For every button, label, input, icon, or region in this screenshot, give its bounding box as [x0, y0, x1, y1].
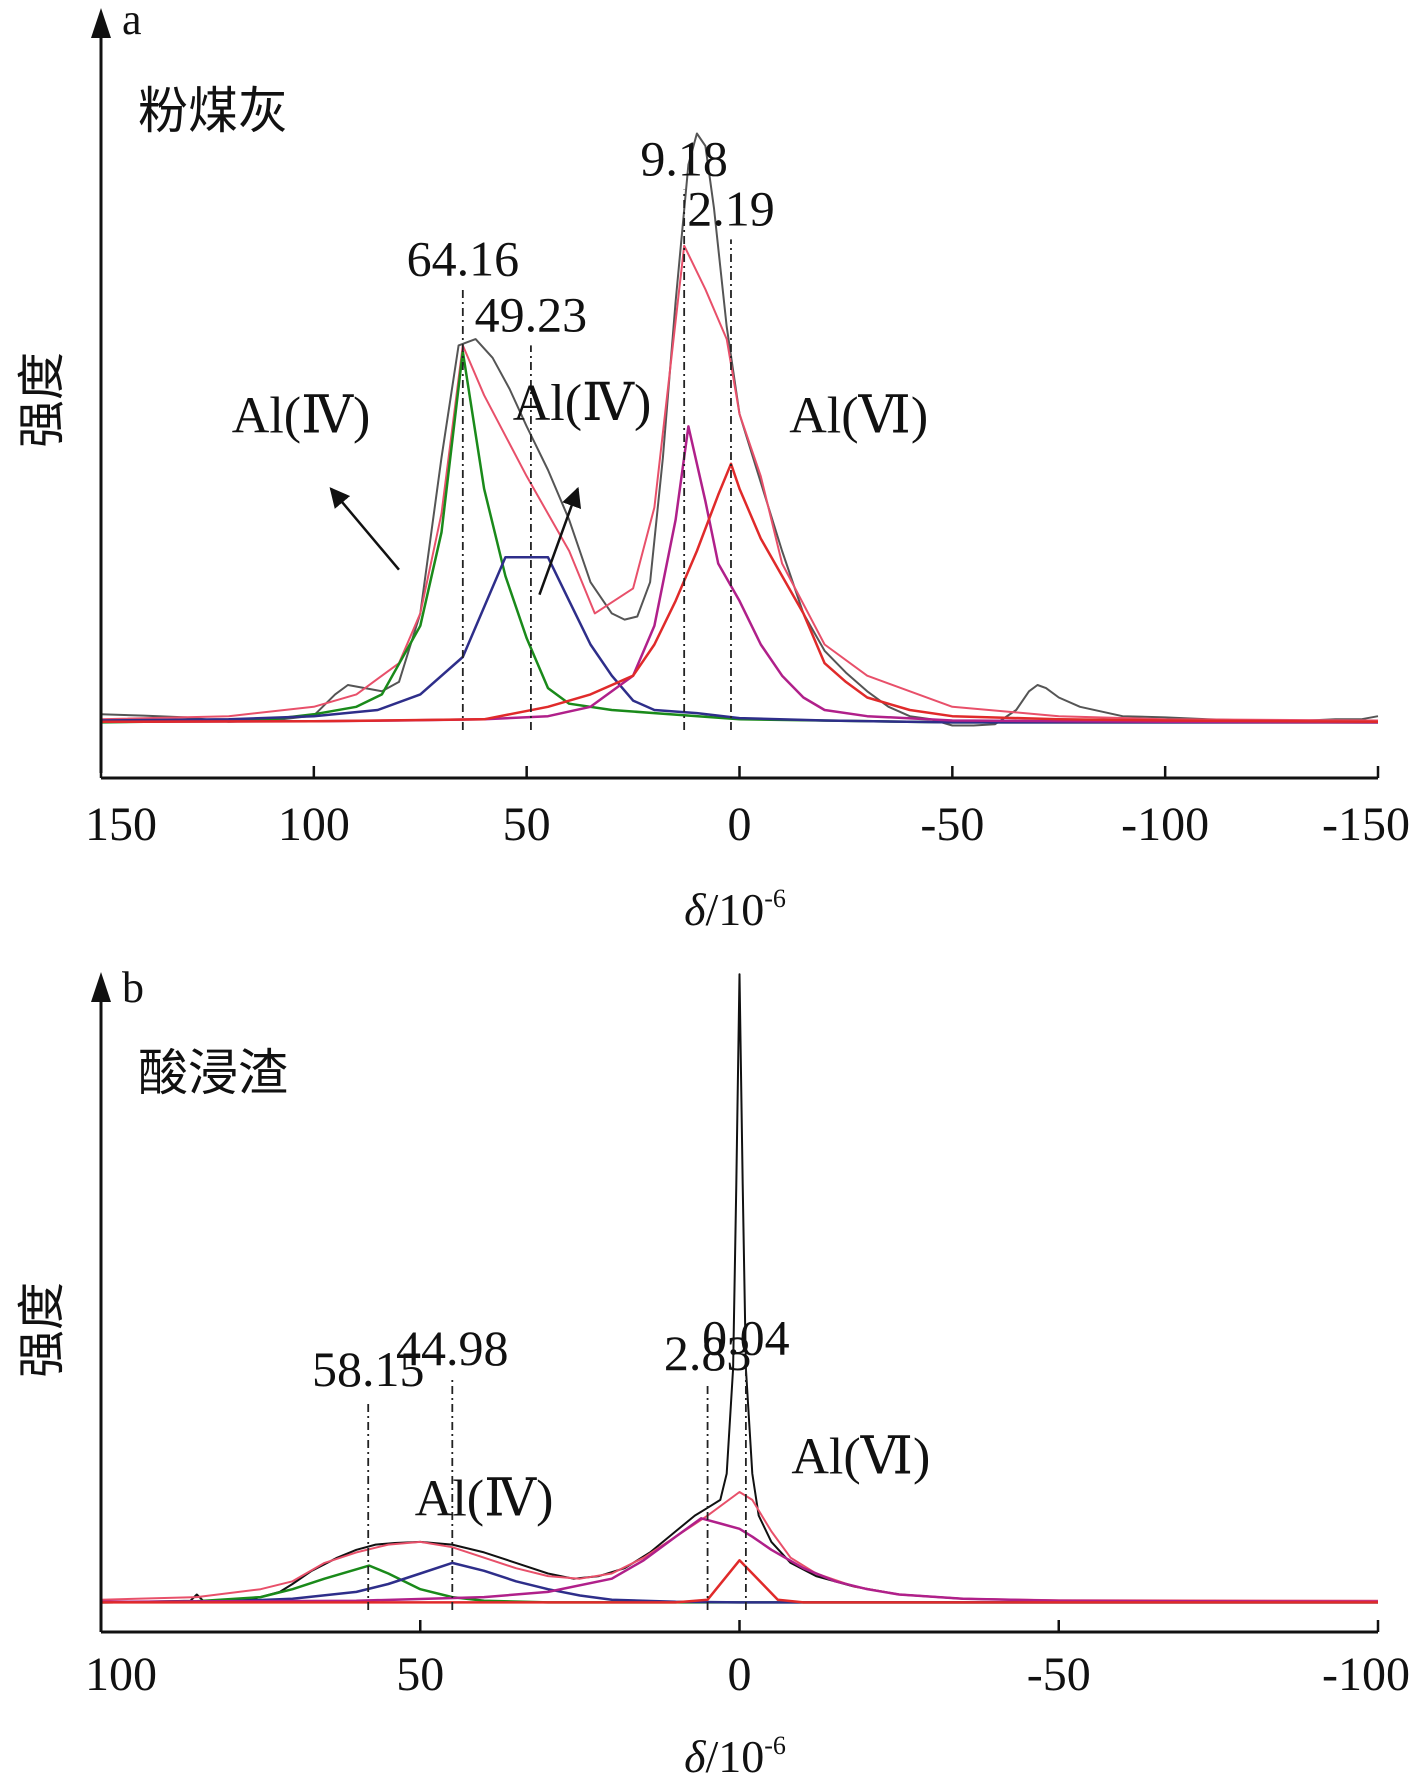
panel-a-x-tick-label-3: 50	[503, 798, 551, 851]
panel-a-x-ticks: 150 100 50 0 -50 -100 -150	[85, 766, 1410, 851]
panel-b-series-line-1	[100, 973, 1379, 1604]
panel-a-x-tick-label-4: 0	[728, 798, 752, 851]
panel-a-x-tick-label-6: -100	[1121, 798, 1209, 851]
panel-b-x-label: δ/10-6	[684, 1731, 786, 1782]
panel-b-letter: b	[122, 963, 144, 1012]
panel-a-y-label: 强度	[16, 352, 69, 448]
panel-a-series-line-6	[100, 462, 1379, 724]
panel-a-x-tick-label-1: 150	[85, 798, 157, 851]
panel-a-annotation-1: Al(Ⅳ)	[232, 388, 371, 445]
panel-b-x-tick-label-3: 0	[728, 1648, 752, 1701]
panel-b-series-group	[100, 973, 1379, 1604]
panel-a-annotation-arrow-2	[538, 486, 582, 596]
panel-a-x-tick-label-7: -150	[1322, 798, 1410, 851]
panel-b-x-tick-label-1: 100	[85, 1648, 157, 1701]
panel-b-annotation-1: Al(Ⅳ)	[415, 1471, 554, 1528]
panel-a-series-line-3	[100, 350, 1378, 724]
panel-a-x-label: δ/10-6	[684, 884, 786, 935]
panel-a-peak-label-2: 49.23	[475, 286, 588, 342]
panel-a-x-tick-label-2: 100	[278, 798, 350, 851]
panel-a-annotation-3: Al(Ⅵ)	[789, 388, 928, 445]
panel-a-x-label-sup: -6	[764, 884, 786, 913]
panel-b-peak-label-2: 44.98	[396, 1320, 509, 1376]
panel-a-letter: a	[122, 0, 142, 44]
panel-b-annotation-2: Al(Ⅵ)	[791, 1429, 930, 1486]
panel-a-peak-label-1: 64.16	[407, 230, 520, 286]
panel-b-y-label: 强度	[16, 1282, 69, 1378]
panel-a-series-group	[100, 132, 1379, 727]
panel-b-series-line-6	[101, 1559, 1378, 1604]
panel-b-series-line-4	[100, 1561, 1378, 1604]
panel-a-series-line-1	[100, 132, 1379, 727]
panel-b-x-tick-label-2: 50	[396, 1648, 444, 1701]
panel-b-x-tick-label-5: -100	[1322, 1648, 1410, 1701]
panel-b-annotations: Al(Ⅳ) Al(Ⅵ)	[415, 1429, 930, 1528]
panel-a-series-line-2	[100, 244, 1379, 722]
panel-b-peak-label-3: 2.83	[664, 1325, 752, 1381]
panel-b-peak-label-1: 58.15	[312, 1341, 425, 1397]
panel-a-sample-label: 粉煤灰	[138, 83, 288, 139]
panel-a-peak-label-3: 9.18	[640, 131, 728, 187]
panel-a-peak-label-4: 2.19	[687, 180, 775, 236]
panel-a-x-tick-label-5: -50	[920, 798, 984, 851]
panel-a-series-line-4	[100, 556, 1378, 724]
panel-b-y-axis-arrow-icon	[91, 972, 111, 1002]
panel-a-annotation-2: Al(Ⅳ)	[513, 375, 652, 432]
panel-b-x-label-sup: -6	[764, 1731, 786, 1760]
panel-b-x-ticks: 100 50 0 -50 -100	[85, 1620, 1410, 1701]
panel-a-annotations: Al(Ⅳ) Al(Ⅳ) Al(Ⅵ)	[232, 375, 928, 596]
panel-b-series-line-5	[100, 1517, 1379, 1604]
panel-b-sample-label: 酸浸渣	[138, 1045, 288, 1101]
panel-b-peak-label-4: 0.04	[702, 1309, 790, 1365]
panel-b-x-tick-label-4: -50	[1027, 1648, 1091, 1701]
panel-a-series-line-5	[100, 425, 1379, 724]
panel-a-y-axis-arrow-icon	[91, 8, 111, 38]
panel-a-annotation-arrow-1	[329, 487, 400, 571]
